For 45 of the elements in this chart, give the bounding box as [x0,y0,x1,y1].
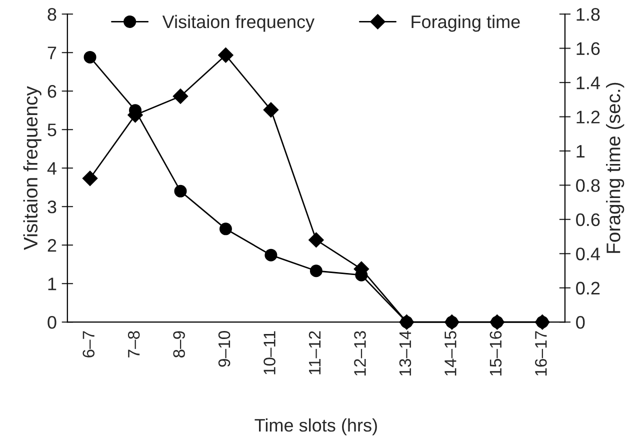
y-axis-title: Visitaion frequency [23,86,42,250]
point [174,184,187,198]
y2-tick-label: 0.8 [576,179,600,192]
y2-tick-label: 1 [576,145,585,158]
x-tick-label: 13–14 [399,330,412,376]
y2-tick-label: 0.2 [576,282,600,295]
point [84,50,96,64]
point [310,264,322,278]
y-tick-label: 3 [48,200,56,214]
y-tick-label: 0 [48,316,56,329]
y2-tick-label: 1.4 [576,76,600,90]
y-tick-label: 4 [47,162,56,175]
y-tick-label: 7 [48,46,56,60]
y2-tick-label: 1.8 [576,8,600,21]
y2-axis-title: Foraging time (sec.) [606,82,624,253]
x-tick-label: 15–16 [490,331,502,376]
x-tick-label: 7–8 [128,331,140,358]
y-tick-label: 2 [48,239,56,252]
y-tick-label: 8 [48,8,56,21]
x-tick-label: 8–9 [173,331,185,358]
x-tick-label: 12–13 [354,331,366,376]
point [219,222,232,236]
x-tick-label: 14–15 [444,331,456,376]
y2-tick-label: 0.6 [576,213,600,226]
x-tick-label: 11–12 [308,331,320,374]
x-tick-label: 16–17 [535,331,547,376]
y2-tick-label: 0.4 [576,248,600,260]
y2-tick-label: 0 [576,316,585,329]
point [263,102,279,118]
point [264,248,278,262]
x-tick-label: 9–10 [218,331,230,367]
point [218,48,234,63]
y2-tick-label: 1.2 [576,110,600,124]
point [172,88,188,104]
point [82,170,98,186]
legend-label: Visitaion frequency [162,14,315,32]
y-tick-label: 5 [48,124,56,136]
legend-label: Foraging time [412,14,520,32]
x-tick-label: 10–11 [264,331,276,374]
y-tick-label: 1 [48,278,56,290]
x-tick-label: 6–7 [82,331,94,358]
x-axis-title: Time slots (hrs) [254,418,377,436]
y2-tick-label: 1.6 [576,42,600,56]
point [308,232,324,248]
y-tick-label: 6 [48,85,56,98]
